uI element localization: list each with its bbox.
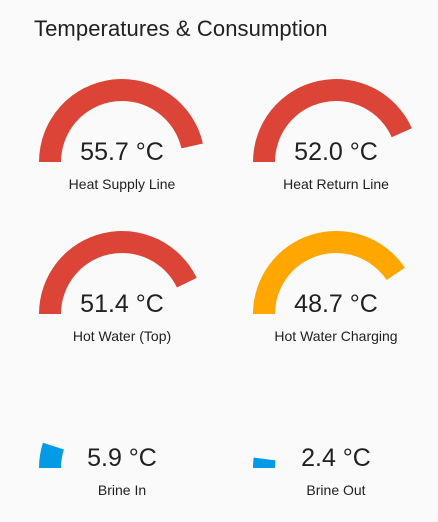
gauge-fill: [39, 231, 197, 314]
gauge-name: Brine Out: [306, 482, 366, 498]
gauge-value: 52.0 °C: [294, 138, 378, 166]
gauge-arc: [39, 231, 197, 314]
card-title: Temperatures & Consumption: [34, 16, 328, 41]
gauge-name: Brine In: [97, 482, 147, 498]
gauge-arc: [253, 457, 276, 468]
gauge-value: 55.7 °C: [80, 138, 164, 166]
gauge-arc: [253, 79, 412, 162]
gauge-fill: [39, 442, 64, 468]
gauge-arc: [39, 78, 203, 162]
gauge-value: 5.9 °C: [87, 444, 157, 472]
gauge-value: 48.7 °C: [294, 290, 378, 318]
gauge-name: Hot Water Charging: [274, 328, 398, 344]
gauge-fill: [39, 78, 203, 162]
gauge-heat-return-line[interactable]: 52.0 °C Heat Return Line: [227, 76, 438, 216]
gauge-arc: [253, 231, 405, 314]
gauge-value: 2.4 °C: [301, 444, 371, 472]
gauge-value: 51.4 °C: [80, 290, 164, 318]
gauge-name: Heat Return Line: [283, 176, 389, 192]
gauge-brine-in[interactable]: 5.9 °C Brine In: [13, 382, 227, 522]
gauge-fill: [253, 231, 405, 314]
gauge-heat-supply-line[interactable]: 55.7 °C Heat Supply Line: [13, 76, 227, 216]
gauge-hot-water-charging[interactable]: 48.7 °C Hot Water Charging: [227, 228, 438, 368]
gauge-name: Hot Water (Top): [72, 328, 172, 344]
gauge-arc: [39, 442, 64, 468]
gauge-fill: [253, 79, 412, 162]
gauge-name: Heat Supply Line: [68, 176, 176, 192]
gauge-hot-water-top[interactable]: 51.4 °C Hot Water (Top): [13, 228, 227, 368]
gauge-fill: [253, 457, 276, 468]
gauge-grid: 55.7 °C Heat Supply Line 52.0 °C Heat Re…: [13, 76, 438, 506]
gauge-brine-out[interactable]: 2.4 °C Brine Out: [227, 382, 438, 522]
